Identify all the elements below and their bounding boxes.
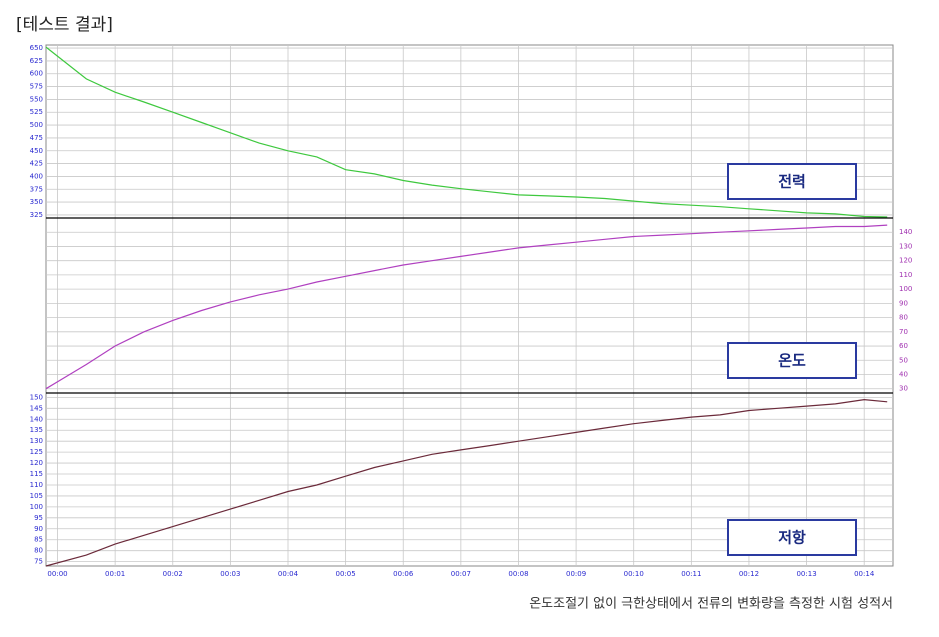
series-label: 전력 — [778, 173, 806, 191]
y-tick-label: 150 — [30, 393, 43, 401]
x-tick-label: 00:05 — [336, 570, 356, 578]
y-tick-label: 125 — [30, 448, 43, 456]
y-tick-label: 130 — [899, 242, 912, 250]
y-tick-label: 400 — [30, 172, 43, 180]
y-tick-label: 95 — [34, 514, 43, 522]
x-tick-label: 00:13 — [796, 570, 816, 578]
y-tick-label: 325 — [30, 211, 43, 219]
y-tick-label: 130 — [30, 437, 43, 445]
series-line — [45, 224, 888, 390]
y-tick-label: 85 — [34, 536, 43, 544]
series-label: 온도 — [778, 352, 806, 370]
x-tick-label: 00:07 — [451, 570, 471, 578]
y-tick-label: 40 — [899, 371, 908, 379]
y-tick-label: 60 — [899, 342, 908, 350]
y-tick-label: 375 — [30, 185, 43, 193]
y-tick-label: 475 — [30, 134, 43, 142]
y-tick-label: 120 — [30, 459, 43, 467]
y-tick-label: 120 — [899, 257, 912, 265]
y-tick-label: 450 — [30, 147, 43, 155]
y-tick-label: 110 — [899, 271, 912, 279]
x-tick-label: 00:03 — [220, 570, 240, 578]
series-label: 저항 — [778, 529, 806, 547]
y-tick-label: 70 — [899, 328, 908, 336]
series-label-box — [727, 163, 857, 200]
y-tick-label: 105 — [30, 492, 43, 500]
x-tick-label: 00:06 — [393, 570, 414, 578]
y-tick-label: 550 — [30, 95, 43, 103]
y-tick-label: 90 — [899, 299, 908, 307]
y-tick-label: 30 — [899, 385, 908, 393]
y-tick-label: 650 — [30, 44, 43, 52]
y-tick-label: 500 — [30, 121, 43, 129]
x-tick-label: 00:11 — [681, 570, 701, 578]
y-tick-label: 80 — [899, 314, 908, 322]
y-tick-label: 110 — [30, 481, 43, 489]
y-tick-label: 115 — [30, 470, 43, 478]
y-tick-label: 80 — [34, 547, 43, 555]
y-tick-label: 350 — [30, 198, 43, 206]
y-tick-label: 575 — [30, 83, 43, 91]
y-tick-label: 625 — [30, 57, 43, 65]
x-tick-label: 00:04 — [278, 570, 299, 578]
x-tick-label: 00:10 — [624, 570, 644, 578]
y-tick-label: 100 — [30, 503, 43, 511]
series-label-box — [727, 519, 857, 556]
x-tick-label: 00:00 — [47, 570, 67, 578]
y-tick-label: 600 — [30, 70, 43, 78]
x-tick-label: 00:08 — [508, 570, 528, 578]
y-tick-label: 75 — [34, 558, 43, 566]
y-tick-label: 525 — [30, 108, 43, 116]
series-line — [45, 46, 888, 218]
x-tick-label: 00:12 — [739, 570, 759, 578]
x-tick-label: 00:09 — [566, 570, 586, 578]
x-tick-label: 00:14 — [854, 570, 875, 578]
y-tick-label: 50 — [899, 356, 908, 364]
x-tick-label: 00:01 — [105, 570, 125, 578]
y-tick-label: 100 — [899, 285, 912, 293]
y-tick-label: 135 — [30, 426, 43, 434]
y-tick-label: 90 — [34, 525, 43, 533]
x-tick-label: 00:02 — [163, 570, 183, 578]
caption: 온도조절기 없이 극한상태에서 전류의 변화량을 측정한 시험 성적서 — [529, 597, 893, 612]
series-line — [45, 398, 888, 567]
y-tick-label: 140 — [899, 228, 912, 236]
page-title: [테스트 결과] — [16, 15, 113, 35]
y-tick-label: 140 — [30, 415, 43, 423]
series-label-box — [727, 342, 857, 379]
y-tick-label: 425 — [30, 160, 43, 168]
y-tick-label: 145 — [30, 404, 43, 412]
